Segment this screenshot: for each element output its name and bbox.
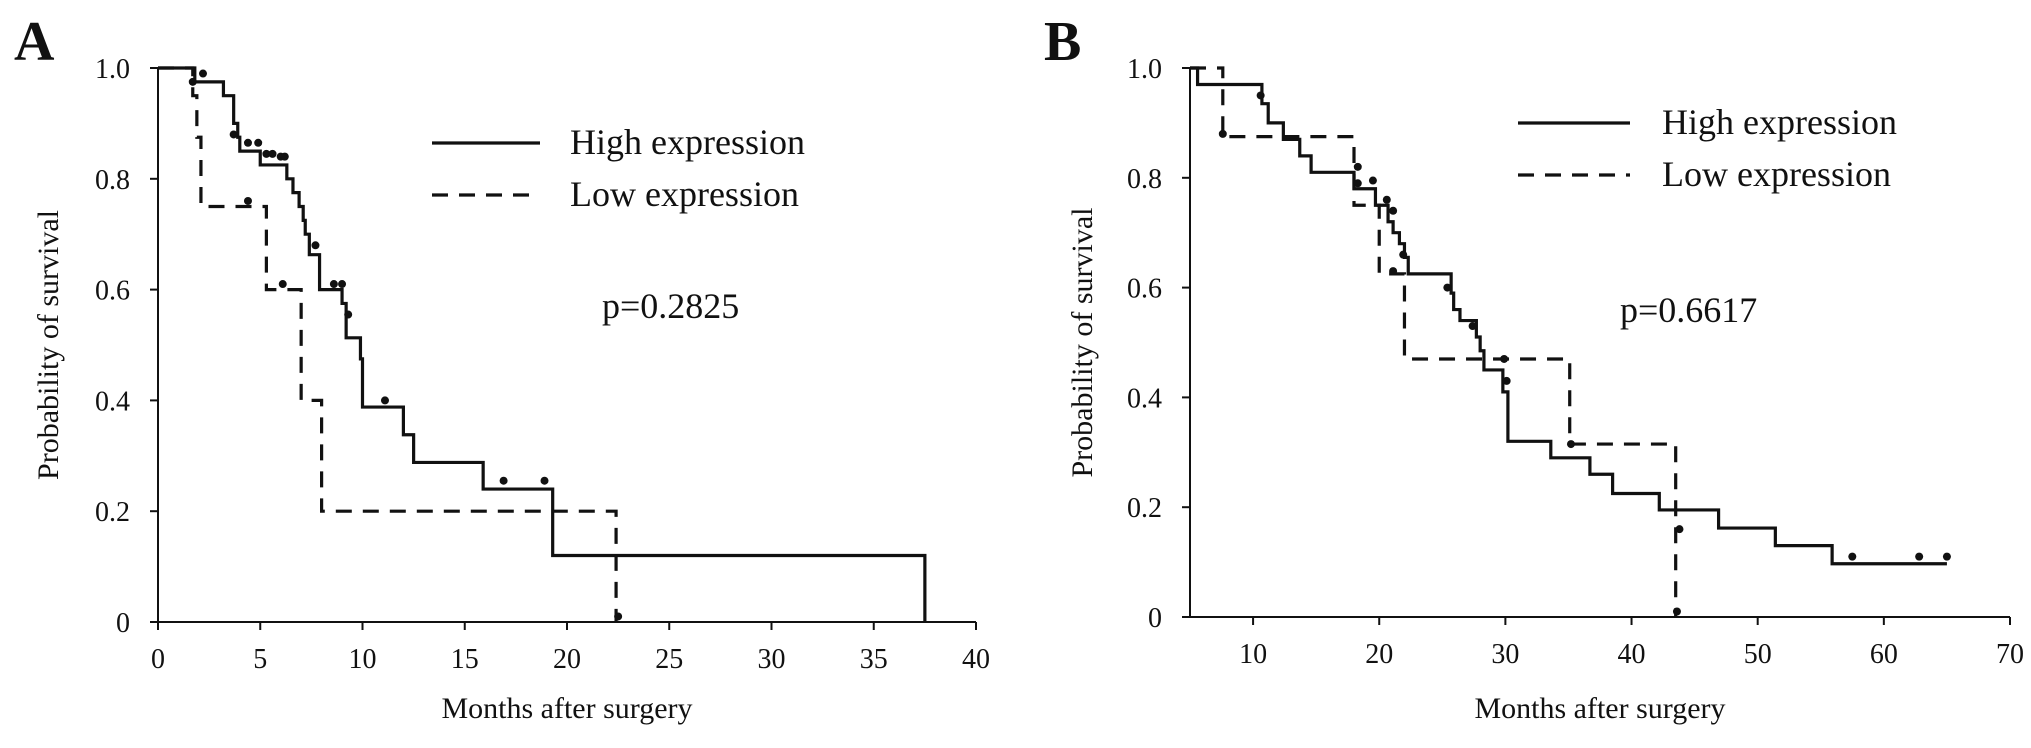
x-tick-label: 60: [1870, 639, 1898, 670]
x-axis-title: Months after surgery: [441, 692, 692, 725]
censor-mark: [614, 612, 623, 621]
x-tick-label: 15: [451, 644, 479, 675]
censor-mark: [1353, 162, 1362, 171]
censor-mark: [1382, 195, 1391, 204]
y-tick-label: 0.2: [1127, 493, 1162, 524]
censor-mark: [380, 396, 389, 405]
censor-mark: [243, 196, 252, 205]
censor-mark: [1848, 552, 1857, 561]
y-tick-label: 0: [1148, 603, 1162, 634]
censor-mark: [311, 241, 320, 250]
censor-mark: [1500, 354, 1509, 363]
x-tick-label: 0: [151, 644, 165, 675]
y-tick-label: 0.8: [1127, 164, 1162, 195]
x-tick-label: 30: [1491, 639, 1519, 670]
censor-mark: [1672, 607, 1681, 616]
censor-mark: [1256, 91, 1265, 100]
censor-mark: [188, 77, 197, 86]
legend-label: High expression: [1662, 102, 1897, 142]
legend-label: High expression: [570, 122, 805, 162]
panel-label: A: [14, 11, 55, 73]
censor-mark: [338, 280, 347, 289]
x-tick-label: 20: [1365, 639, 1393, 670]
low-expression-curve: [1190, 66, 1678, 617]
y-tick-label: 1.0: [1127, 54, 1162, 85]
x-tick-label: 20: [553, 644, 581, 675]
censor-mark: [1443, 283, 1452, 292]
x-tick-label: 5: [253, 644, 267, 675]
censor-mark: [540, 476, 549, 485]
censor-mark: [1368, 176, 1377, 185]
y-tick-label: 1.0: [95, 54, 130, 85]
y-tick-label: 0.6: [1127, 274, 1162, 305]
censor-mark: [268, 149, 277, 158]
censor-mark: [280, 152, 289, 161]
legend-label: Low expression: [570, 174, 799, 214]
censor-mark: [1915, 552, 1924, 561]
censor-mark: [1502, 376, 1511, 385]
x-tick-label: 40: [962, 644, 990, 675]
x-tick-label: 25: [655, 644, 683, 675]
y-tick-label: 0.4: [1127, 383, 1162, 414]
censor-mark: [1675, 525, 1684, 534]
y-tick-label: 0.2: [95, 497, 130, 528]
y-tick-label: 0.4: [95, 386, 130, 417]
censor-mark: [1468, 322, 1477, 331]
x-axis-title: Months after surgery: [1474, 692, 1725, 725]
x-tick-label: 70: [1996, 639, 2024, 670]
x-tick-label: 50: [1744, 639, 1772, 670]
y-tick-label: 0.8: [95, 165, 130, 196]
censor-mark: [1389, 267, 1398, 276]
censor-mark: [1942, 552, 1951, 561]
legend-label: Low expression: [1662, 154, 1891, 194]
high-expression-curve: [158, 66, 927, 622]
censor-mark: [499, 476, 508, 485]
x-tick-label: 30: [758, 644, 786, 675]
low-expression-curve: [158, 66, 618, 622]
x-tick-label: 40: [1618, 639, 1646, 670]
censor-mark: [262, 149, 271, 158]
censor-mark: [1389, 206, 1398, 215]
censor-mark: [329, 280, 338, 289]
censor-mark: [243, 138, 252, 147]
x-tick-label: 35: [860, 644, 888, 675]
y-axis-title: Probability of survival: [32, 210, 65, 480]
censor-mark: [1353, 179, 1362, 188]
y-tick-label: 0: [116, 608, 130, 639]
p-value-annotation: p=0.2825: [602, 286, 739, 326]
y-tick-label: 0.6: [95, 276, 130, 307]
censor-mark: [198, 69, 207, 78]
censor-mark: [229, 130, 238, 139]
x-tick-label: 10: [1239, 639, 1267, 670]
panel-label: B: [1044, 11, 1081, 73]
censor-mark: [344, 310, 353, 319]
x-tick-label: 10: [349, 644, 377, 675]
censor-mark: [254, 138, 263, 147]
panel-b-chart: B 10 20 30 40 50 60 70 0 0.2 0.4 0.6 0.8 1.0 Months af…: [1044, 11, 2024, 725]
panel-a-chart: A 0 5 10 15 20 25 30 35 40 0 0.2 0.4 0.6 0.8 1.0 Months …: [14, 11, 990, 725]
high-expression-curve: [1190, 66, 1947, 566]
censor-mark: [278, 280, 287, 289]
p-value-annotation: p=0.6617: [1620, 290, 1757, 330]
y-axis-title: Probability of survival: [1066, 208, 1099, 478]
censor-mark: [1218, 129, 1227, 138]
censor-mark: [1566, 440, 1575, 449]
censor-mark: [1399, 250, 1408, 259]
